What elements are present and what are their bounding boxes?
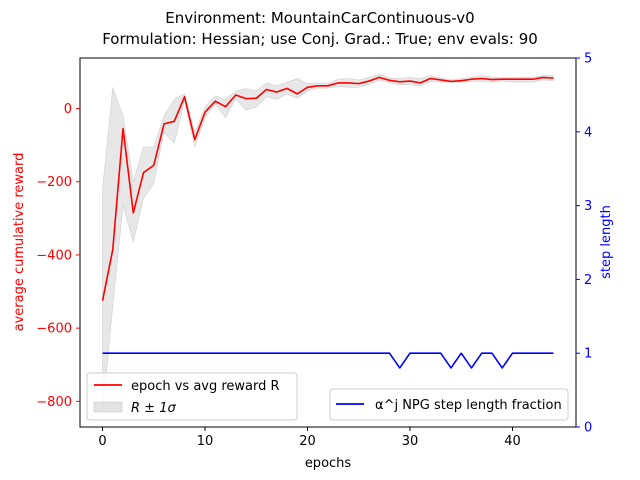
left-tick-label: −200 (36, 175, 72, 190)
right-tick-label: 1 (584, 347, 592, 362)
step-line-layer (102, 352, 554, 369)
legend-right-box (329, 388, 569, 421)
left-axis-ticks: −800 −600 −400 −200 0 (36, 102, 80, 410)
legend-band-label: R ± 1σ (131, 401, 176, 416)
plot-frame (79, 57, 577, 428)
legend-band-swatch (93, 401, 123, 413)
x-tick-label: 30 (402, 434, 419, 449)
reward-series-line (101, 76, 554, 301)
left-tick-label: −800 (36, 395, 72, 410)
x-axis-ticks: 0 10 20 30 40 (98, 427, 521, 449)
x-axis-label: epochs (305, 456, 352, 471)
chart-title-line1: Environment: MountainCarContinuous-v0 (165, 9, 474, 27)
legend-right: α^j NPG step length fraction (329, 388, 569, 421)
right-axis-label: step length (599, 205, 614, 279)
x-tick-label: 20 (299, 434, 316, 449)
sigma-band (102, 74, 554, 413)
right-tick-label: 5 (584, 52, 592, 67)
chart-title-line2: Formulation: Hessian; use Conj. Grad.: T… (102, 30, 538, 48)
legend-left-box (86, 372, 298, 421)
reward-line-layer (101, 76, 554, 301)
left-axis-label: average cumulative reward (12, 153, 27, 332)
x-tick-label: 10 (197, 434, 214, 449)
step-length-series-line (102, 352, 554, 369)
right-tick-label: 2 (584, 273, 592, 288)
x-tick-label: 40 (504, 434, 521, 449)
left-tick-label: −400 (36, 248, 72, 263)
legend-reward-label: epoch vs avg reward R (131, 379, 280, 394)
right-tick-label: 3 (584, 199, 592, 214)
sigma-band-layer (102, 74, 554, 413)
x-tick-label: 0 (98, 434, 106, 449)
legend-left: epoch vs avg reward R R ± 1σ (86, 372, 298, 421)
legend-step-label: α^j NPG step length fraction (375, 398, 562, 413)
right-tick-label: 0 (584, 421, 592, 436)
left-tick-label: 0 (64, 102, 72, 117)
left-tick-label: −600 (36, 322, 72, 337)
right-axis-ticks: 0 1 2 3 4 5 (576, 52, 592, 436)
right-tick-label: 4 (584, 125, 592, 140)
